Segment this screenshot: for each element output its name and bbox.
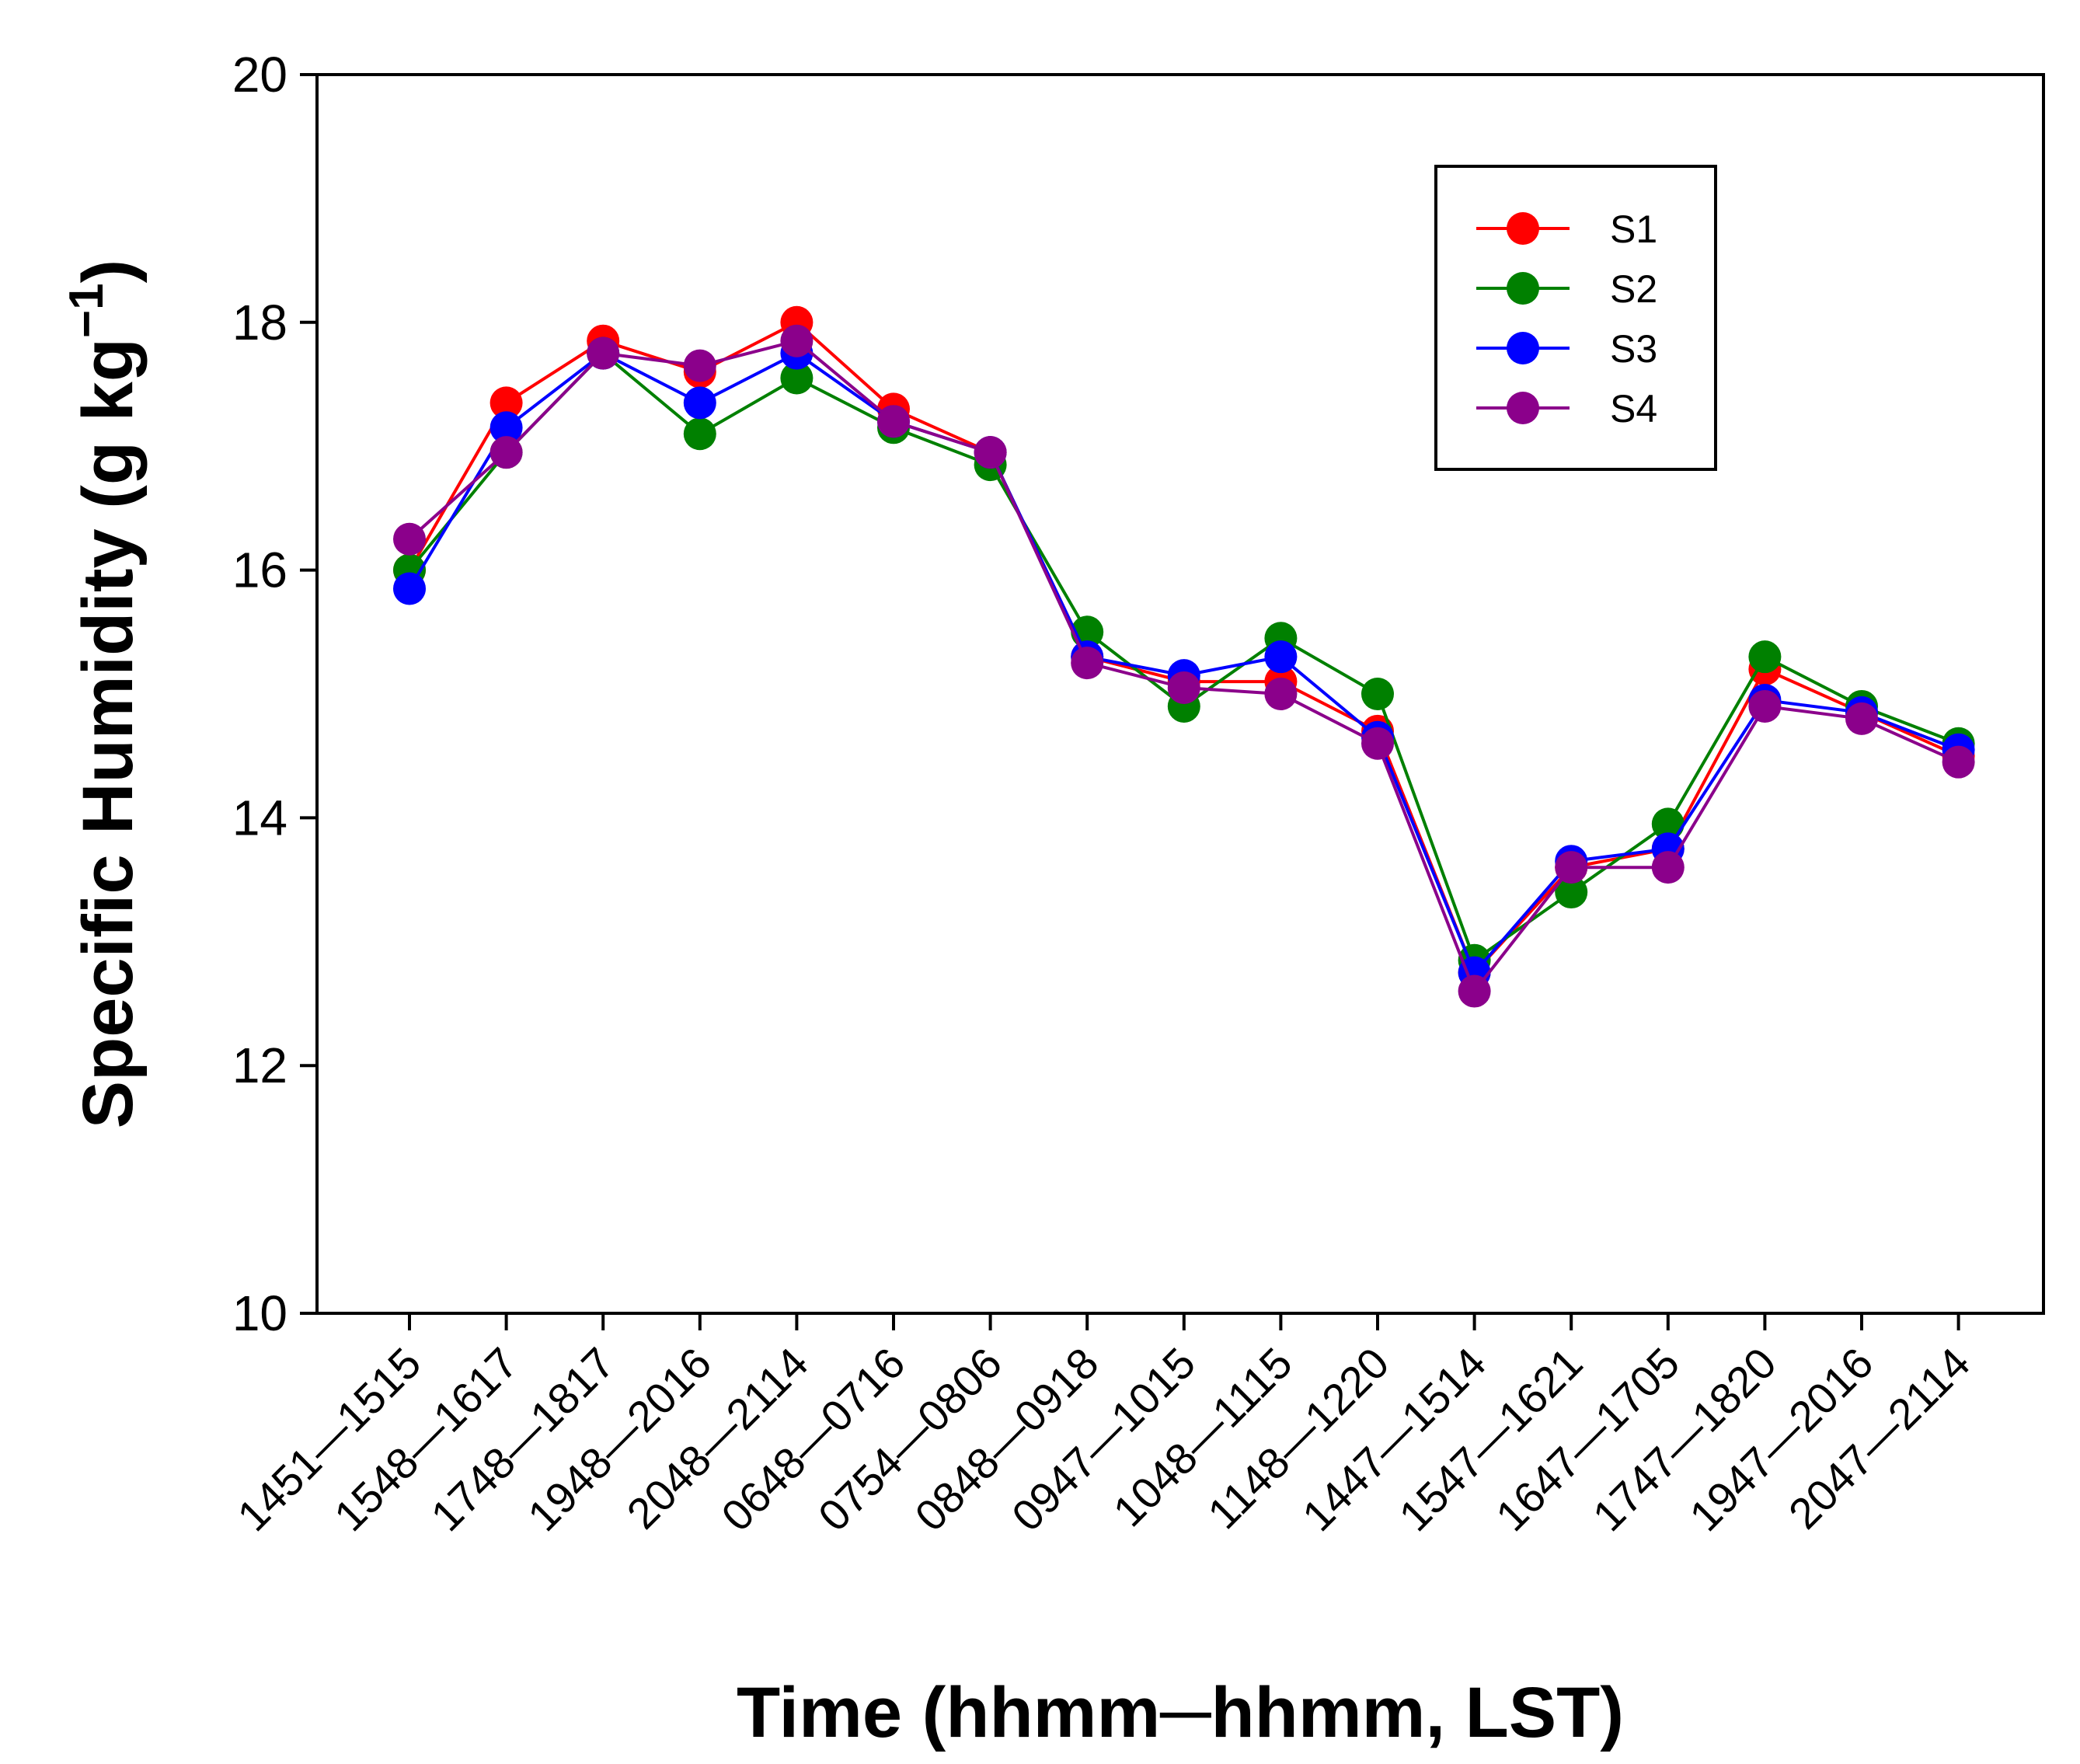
- y-tick-label: 18: [232, 295, 287, 350]
- data-point-s4: [683, 349, 716, 382]
- legend-marker-s3: [1507, 332, 1539, 364]
- series-s2: [393, 336, 1975, 977]
- data-point-s4: [1942, 745, 1975, 779]
- y-axis-ticks: 10 12 14 16 18 20: [232, 47, 317, 1341]
- legend-box: [1434, 165, 1717, 471]
- series-s3: [393, 336, 1975, 989]
- data-point-s2: [683, 417, 716, 451]
- series-group: [393, 305, 1975, 1008]
- data-point-s2: [1361, 678, 1394, 710]
- series-line-s2: [408, 350, 1960, 963]
- y-tick-label: 12: [232, 1037, 287, 1093]
- data-point-s4: [1458, 974, 1491, 1008]
- data-point-s4: [1361, 727, 1394, 760]
- legend-label-s4: S4: [1610, 387, 1657, 431]
- legend-label-s3: S3: [1610, 327, 1657, 371]
- data-point-s4: [1748, 689, 1782, 723]
- legend: S1 S2 S3 S4: [1434, 165, 1717, 471]
- data-point-s1: [490, 386, 523, 420]
- data-point-s4: [877, 405, 910, 438]
- legend-marker-s4: [1507, 392, 1539, 424]
- y-tick-label: 16: [232, 542, 287, 598]
- data-point-s4: [1555, 851, 1588, 884]
- y-tick-label: 20: [232, 47, 287, 103]
- legend-label-s1: S1: [1610, 207, 1657, 251]
- y-axis-title: Specific Humidity (g kg−1): [60, 260, 148, 1129]
- data-point-s4: [393, 522, 426, 556]
- legend-label-s2: S2: [1610, 267, 1657, 311]
- data-point-s2: [1748, 640, 1782, 674]
- x-axis-title: Time (hhmm─hhmm, LST): [737, 1673, 1624, 1752]
- data-point-s2: [1555, 876, 1588, 909]
- series-s4: [393, 324, 1975, 1008]
- data-point-s3: [683, 386, 716, 420]
- data-point-s4: [974, 436, 1007, 469]
- data-point-s3: [393, 572, 426, 605]
- x-axis-ticks: 1451—15151548—16171748—18171948—20162048…: [228, 1313, 1979, 1540]
- data-point-s4: [780, 324, 814, 357]
- data-point-s4: [490, 436, 523, 469]
- y-tick-label: 10: [232, 1285, 287, 1341]
- series-s1: [393, 305, 1975, 989]
- series-line-s1: [408, 320, 1960, 976]
- data-point-s3: [490, 411, 523, 444]
- data-point-s3: [1264, 640, 1298, 674]
- data-point-s2: [1651, 807, 1685, 841]
- legend-marker-s2: [1507, 272, 1539, 305]
- data-point-s4: [1651, 851, 1685, 884]
- data-point-s4: [587, 336, 620, 370]
- data-point-s4: [1845, 702, 1878, 735]
- data-point-s4: [1264, 678, 1298, 710]
- plot-frame: [315, 73, 2045, 1315]
- data-point-s4: [1167, 671, 1200, 705]
- y-tick-label: 14: [232, 790, 287, 845]
- data-point-s2: [780, 361, 814, 395]
- legend-marker-s1: [1507, 212, 1539, 245]
- data-point-s4: [1071, 647, 1104, 680]
